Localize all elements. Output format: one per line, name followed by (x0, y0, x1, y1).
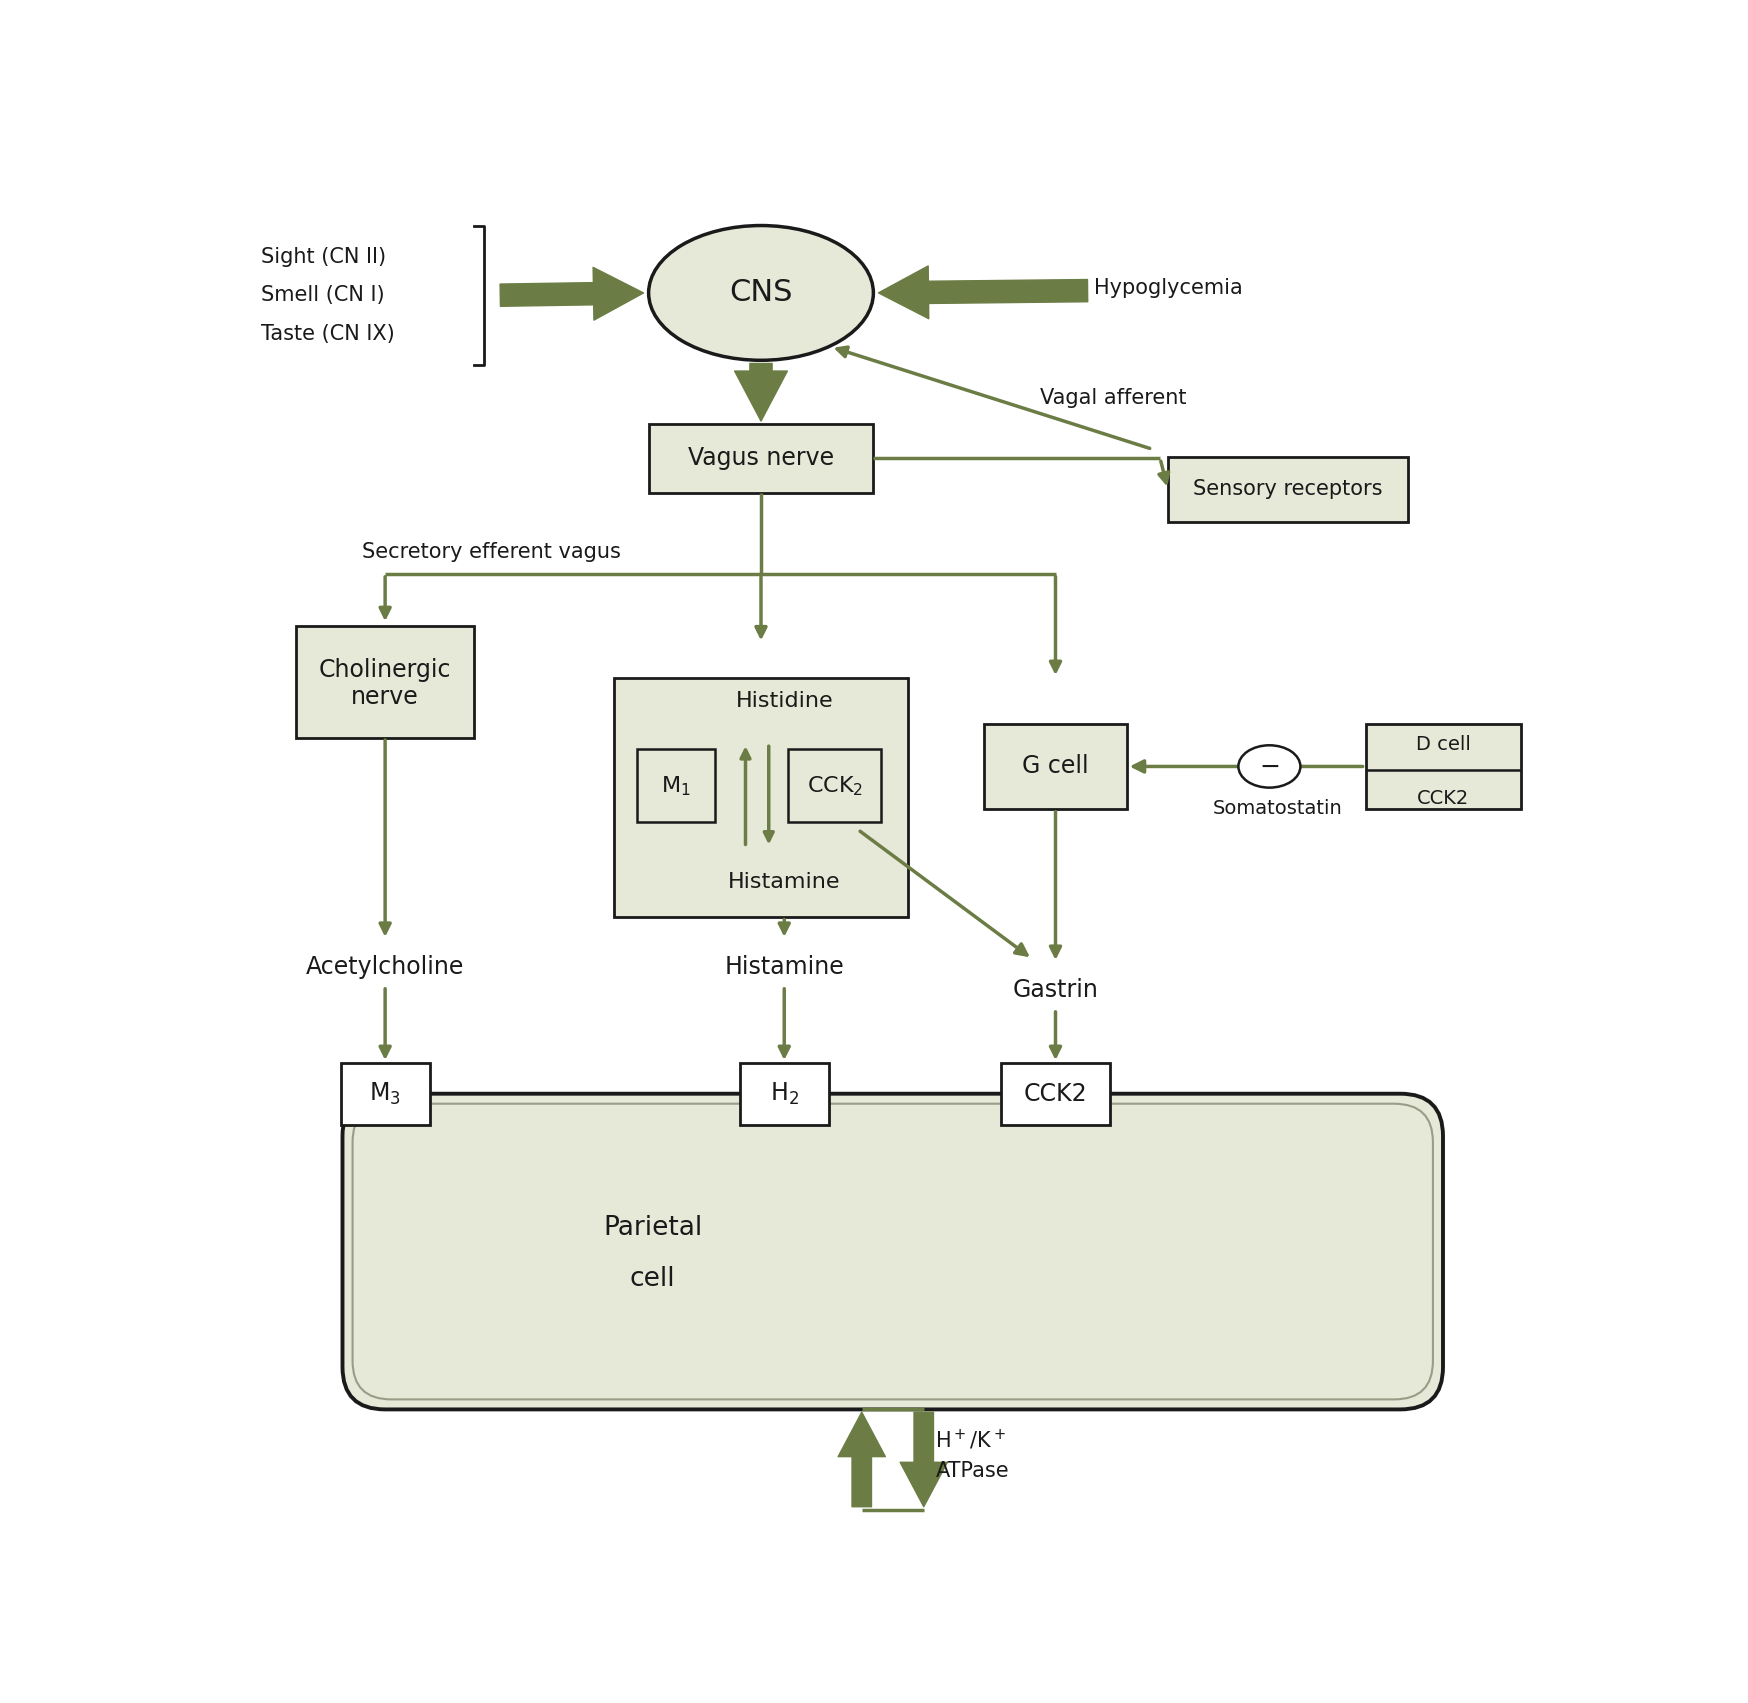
Text: Gastrin: Gastrin (1012, 978, 1098, 1001)
Text: −: − (1259, 754, 1280, 778)
Text: H$^+$/K$^+$: H$^+$/K$^+$ (935, 1429, 1007, 1453)
Bar (295, 627, 474, 737)
Text: Hypoglycemia: Hypoglycemia (1094, 278, 1243, 298)
Bar (1002, 1063, 1110, 1124)
Text: Histamine: Histamine (724, 955, 844, 979)
Text: CCK2: CCK2 (1418, 788, 1468, 809)
Text: Acetylcholine: Acetylcholine (306, 955, 465, 979)
Text: G cell: G cell (1023, 754, 1089, 778)
Text: Parietal: Parietal (603, 1216, 703, 1241)
Text: Vagal afferent: Vagal afferent (1040, 388, 1187, 409)
Text: Smell (CN I): Smell (CN I) (260, 284, 385, 305)
Text: Vagus nerve: Vagus nerve (689, 446, 834, 470)
Bar (1168, 456, 1409, 523)
Bar (341, 1063, 430, 1124)
Text: M$_1$: M$_1$ (661, 773, 690, 797)
Text: H$_2$: H$_2$ (769, 1081, 799, 1107)
Bar (649, 424, 874, 494)
Bar (1365, 724, 1521, 809)
Text: Sight (CN II): Sight (CN II) (260, 247, 386, 267)
Text: Secretory efferent vagus: Secretory efferent vagus (362, 542, 621, 562)
Bar (739, 1063, 829, 1124)
Text: nerve: nerve (351, 685, 420, 708)
Text: Taste (CN IX): Taste (CN IX) (260, 324, 395, 344)
Text: CNS: CNS (729, 278, 794, 308)
Text: CCK2: CCK2 (1024, 1081, 1087, 1105)
Text: Histamine: Histamine (727, 872, 841, 892)
Bar (614, 678, 909, 916)
Text: CCK$_2$: CCK$_2$ (806, 773, 864, 797)
Text: D cell: D cell (1416, 736, 1470, 754)
FancyBboxPatch shape (343, 1093, 1444, 1410)
Text: Cholinergic: Cholinergic (318, 659, 451, 683)
Text: ATPase: ATPase (935, 1461, 1009, 1482)
Bar (788, 749, 881, 823)
Text: Somatostatin: Somatostatin (1213, 799, 1342, 819)
Text: Sensory receptors: Sensory receptors (1194, 479, 1383, 499)
Text: M$_3$: M$_3$ (369, 1081, 400, 1107)
Bar (984, 724, 1127, 809)
Text: Histidine: Histidine (736, 691, 834, 712)
Ellipse shape (649, 225, 874, 361)
Text: cell: cell (629, 1265, 675, 1291)
Bar (636, 749, 715, 823)
Ellipse shape (1238, 746, 1301, 787)
